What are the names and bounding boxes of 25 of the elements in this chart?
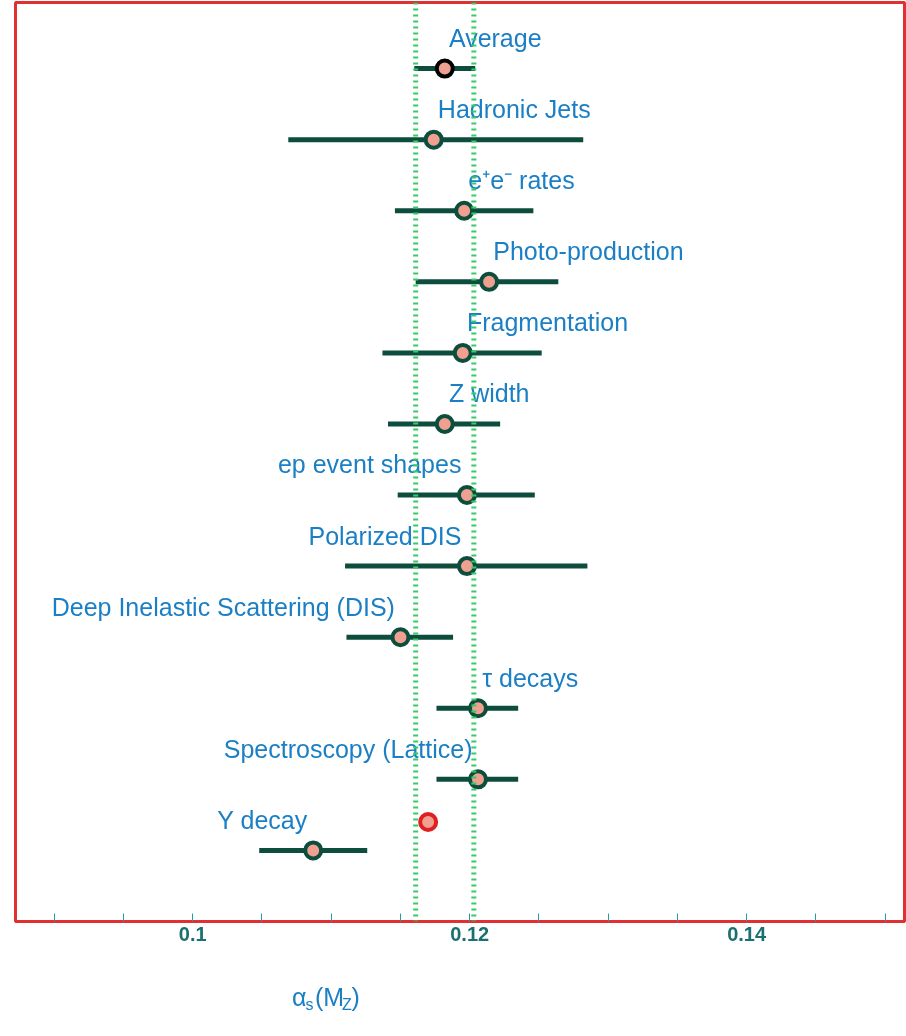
y-tick-label: Fragmentation [466, 308, 629, 337]
y-tick-label: Polarized DIS [308, 521, 462, 550]
point [479, 271, 500, 292]
point [390, 627, 411, 648]
point [423, 129, 444, 150]
y-tick-label: Spectroscopy (Lattice) [223, 734, 473, 763]
y-tick-label: Photo-production [493, 237, 684, 266]
point [456, 556, 477, 577]
point [303, 840, 324, 861]
point [434, 413, 455, 434]
point [452, 342, 473, 363]
y-tick-label: ep event shapes [277, 450, 462, 479]
y-tick-label: τ decays [482, 663, 579, 692]
point [454, 200, 475, 221]
point [434, 58, 455, 79]
y-tick-label: Z width [448, 379, 530, 408]
y-tick-label: e⁺e⁻ rates [468, 166, 575, 195]
point [456, 485, 477, 506]
y-tick-label: Υ decay [217, 805, 308, 834]
y-tick-label: Average [448, 24, 542, 53]
y-tick-label: Deep Inelastic Scattering (DIS) [51, 592, 395, 621]
x-tick-label: 0.1 [178, 922, 207, 945]
y-tick-label: Hadronic Jets [437, 95, 591, 124]
x-tick-label: 0.12 [450, 922, 490, 945]
x-tick-label: 0.14 [727, 922, 767, 945]
